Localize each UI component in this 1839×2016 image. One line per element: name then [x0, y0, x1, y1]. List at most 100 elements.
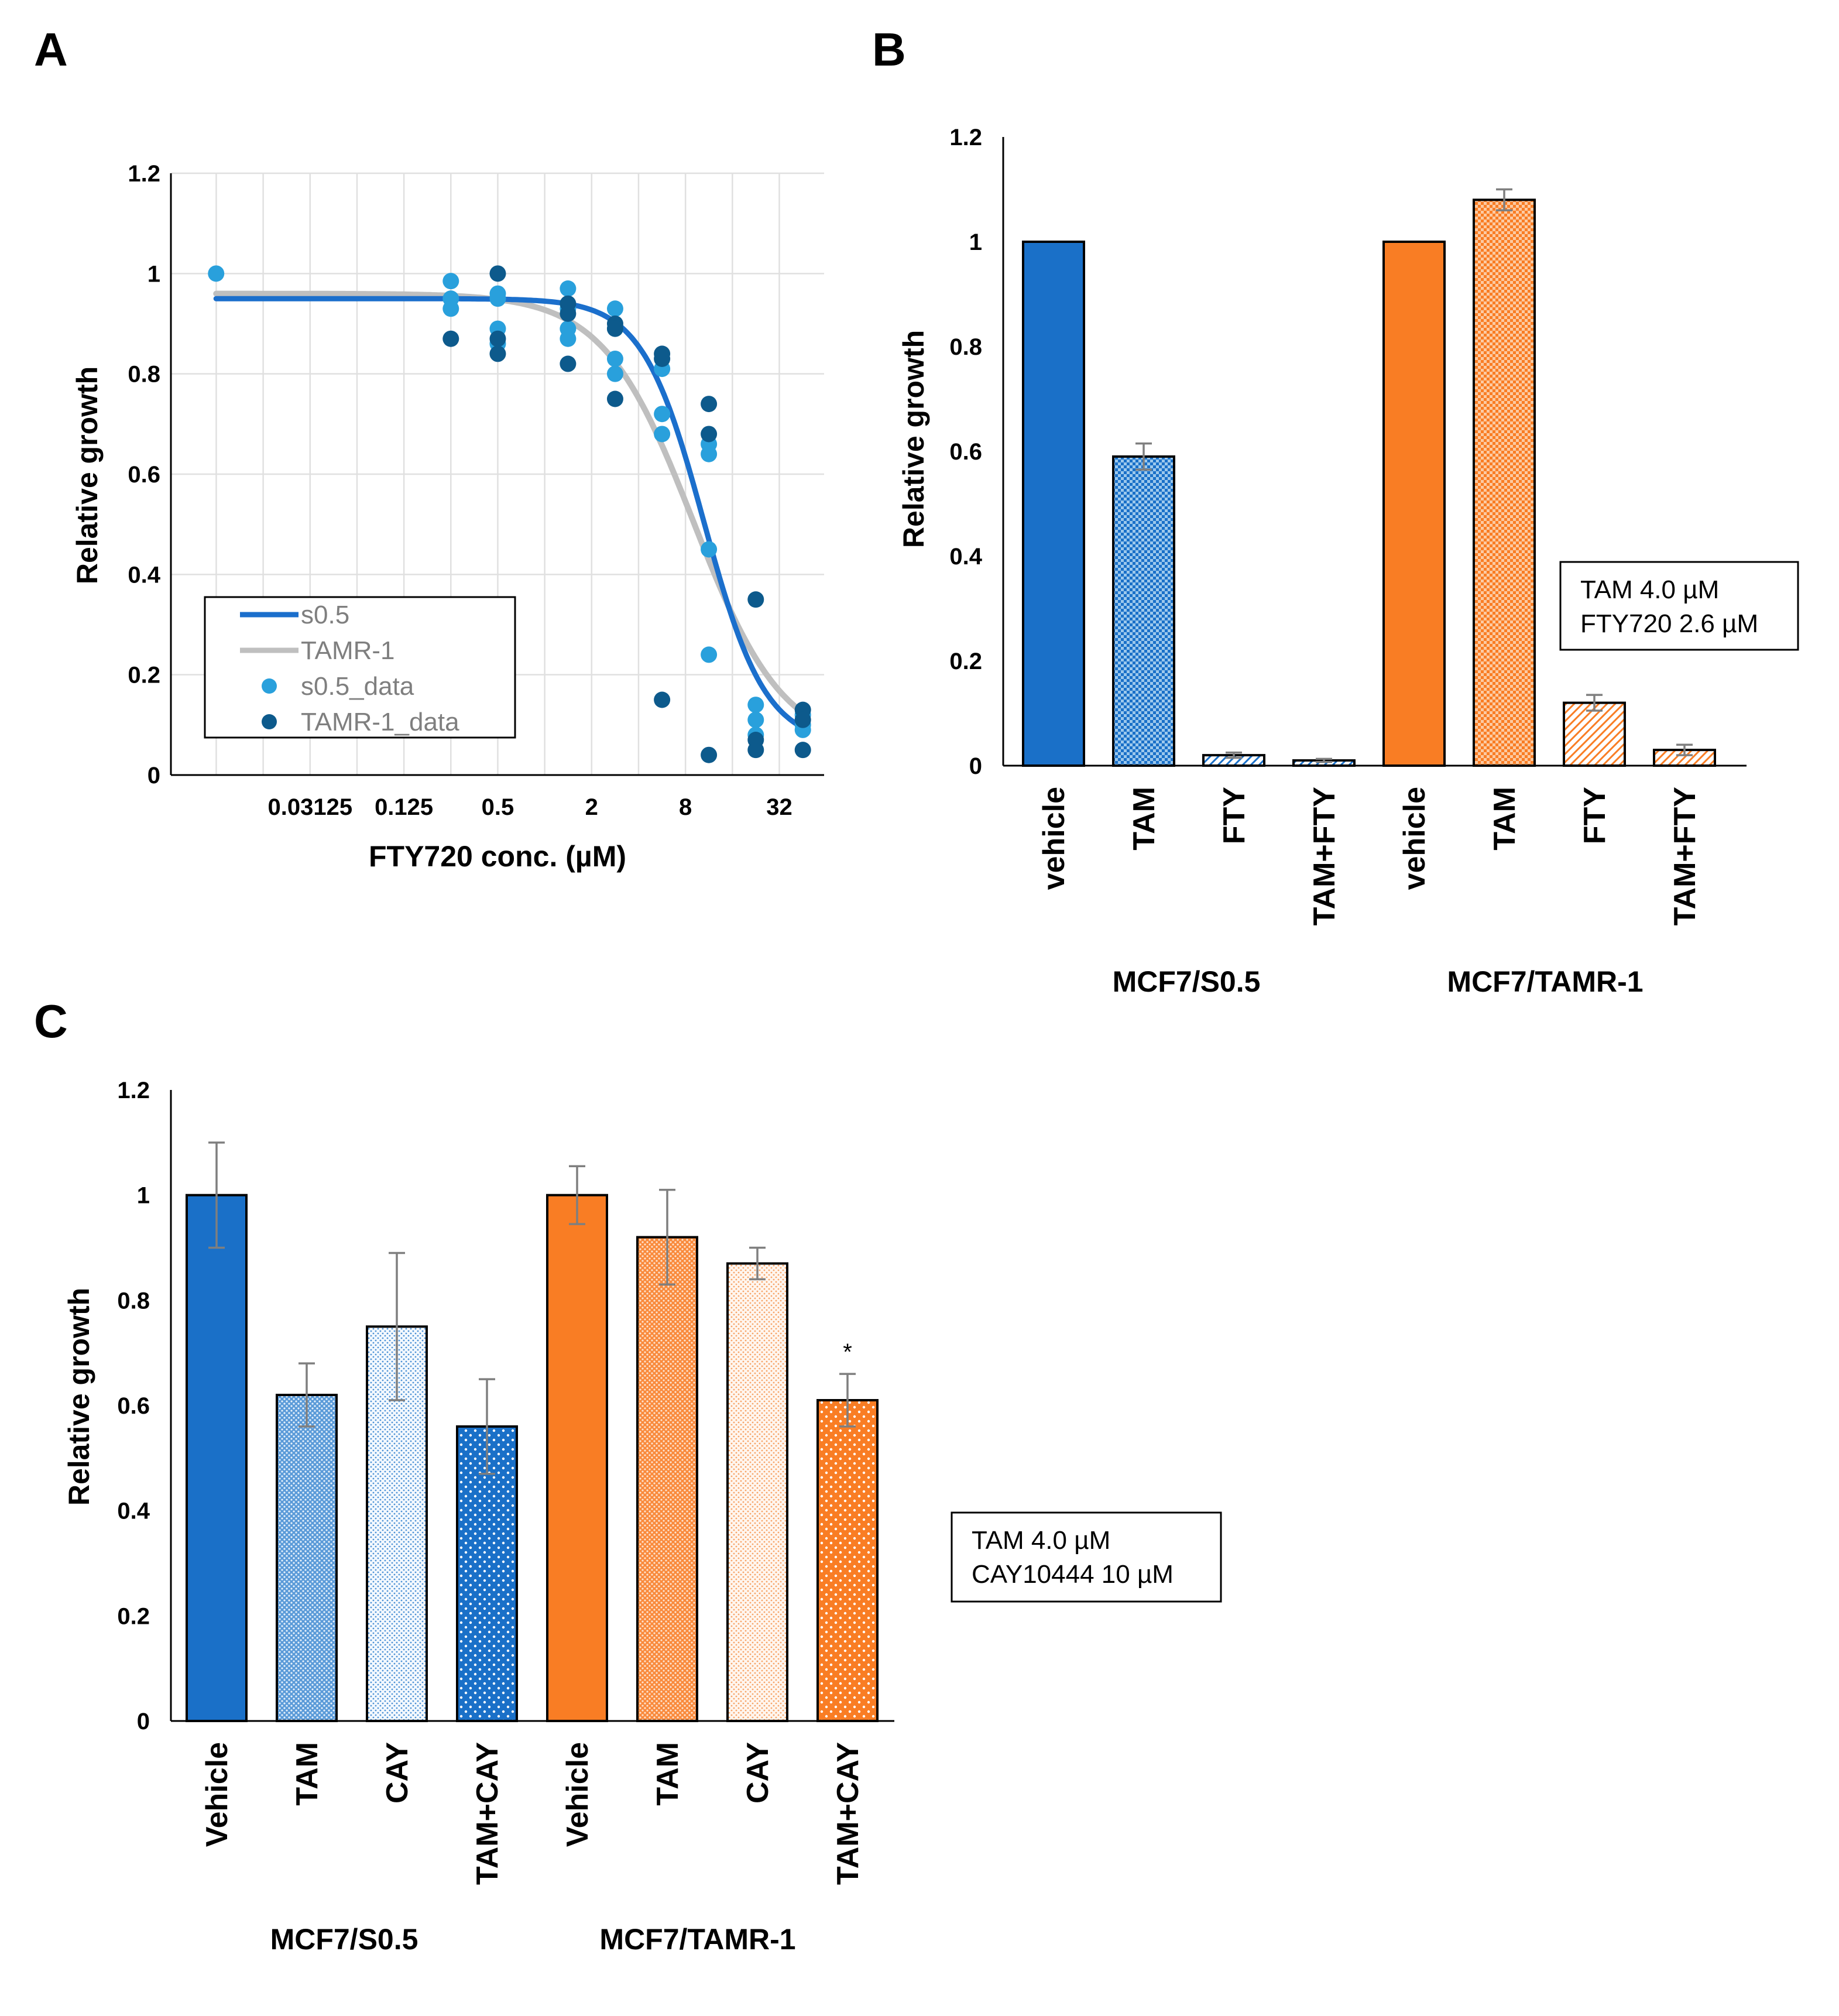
bar-tam-tamr: [1473, 198, 1536, 767]
panel-b-category-label: TAM+FTY: [1308, 787, 1341, 925]
panel-b-note-line-2: FTY720 2.6 µM: [1580, 609, 1758, 638]
panel-c-category-label: TAM: [290, 1742, 324, 1806]
panel-letter-a: A: [34, 23, 68, 76]
panel-b-y-tick: 1: [969, 229, 982, 255]
error-bar: [569, 1165, 585, 1225]
error-bar: [299, 1362, 315, 1428]
panel-c-bars: [186, 1194, 879, 1723]
panel-b-group-label-s05: MCF7/S0.5: [1113, 965, 1261, 998]
data-point-tamr: [654, 691, 671, 708]
panel-a-x-tick: 0.03125: [267, 794, 352, 820]
bar-tam-s05: [276, 1394, 338, 1723]
data-point-tamr: [701, 396, 718, 413]
panel-a-x-tick-labels: 0.03125 0.125 0.5 2 8 32: [267, 794, 792, 820]
panel-a-y-tick: 0.6: [128, 462, 160, 488]
data-point-tamr: [701, 426, 718, 443]
legend-label-s05: s0.5: [301, 601, 349, 629]
panel-b-bar-chart: 00.20.40.60.811.2 vehicle TAM FTY TAM+FTY ve…: [897, 125, 1799, 998]
panel-a-y-tick: 0.2: [128, 663, 160, 688]
data-point-tamr: [489, 265, 506, 282]
error-bar: [1586, 694, 1603, 712]
significance-marker: *: [843, 1339, 852, 1365]
panel-c-y-tick-labels: 0 0.2 0.4 0.6 0.8 1 1.2: [117, 1078, 150, 1734]
data-point-s05: [701, 646, 718, 663]
panel-b-note-line-1: TAM 4.0 µM: [1580, 575, 1719, 604]
panel-b-note-box: TAM 4.0 µM FTY720 2.6 µM: [1559, 561, 1799, 651]
bar-vehicle-s05: [186, 1194, 248, 1722]
data-point-tamr: [794, 711, 811, 728]
panel-a-y-tick: 0.8: [128, 362, 160, 388]
error-bar: [208, 1141, 225, 1249]
error-bar: [1226, 751, 1242, 759]
panel-a-y-tick: 0.4: [128, 562, 160, 588]
bar-vehicle-tamr: [1382, 241, 1446, 767]
bar-fty-tamr: [1563, 701, 1626, 767]
panel-c-category-label: TAM: [651, 1742, 685, 1806]
panel-b-y-tick: 0.8: [949, 334, 982, 360]
error-bar: [659, 1188, 675, 1286]
data-point-tamr: [560, 355, 577, 372]
error-bar: [479, 1378, 495, 1475]
panel-b-y-tick: 0: [969, 753, 982, 779]
error-bar: [1676, 743, 1693, 756]
panel-c-note-line-2: CAY10444 10 µM: [972, 1560, 1174, 1589]
legend-swatch-tamr-data: [262, 714, 277, 729]
data-point-s05: [701, 541, 718, 558]
panel-c-y-axis-title: Relative growth: [63, 1288, 95, 1506]
panel-b-y-tick-labels: 0 0.2 0.4 0.6 0.8 1 1.2: [949, 125, 982, 779]
data-point-tamr: [794, 742, 811, 759]
panel-a-y-tick: 0: [147, 763, 160, 788]
panel-c-y-tick: 0.4: [117, 1499, 150, 1524]
data-point-s05: [560, 280, 577, 297]
data-point-s05: [606, 350, 623, 367]
bar-tam-plus-cay-tamr: [816, 1399, 879, 1722]
legend-label-tamr-data: TAMR-1_data: [301, 708, 459, 736]
panel-a-y-tick: 1.2: [128, 161, 160, 187]
panel-c-category-label: CAY: [380, 1742, 414, 1804]
panel-b-bars: [1022, 198, 1716, 767]
panel-b-category-label: FTY: [1578, 787, 1612, 844]
panel-a-data-points: [208, 265, 811, 763]
bar-tam-plus-cay-s05: [456, 1425, 518, 1723]
error-bar: [1496, 188, 1512, 212]
data-point-tamr: [442, 330, 459, 347]
panel-b-category-label: vehicle: [1398, 787, 1432, 890]
data-point-tamr: [747, 742, 764, 759]
panel-b-y-tick: 0.4: [949, 544, 982, 570]
panel-c-category-label: Vehicle: [561, 1742, 595, 1847]
panel-b-category-label: vehicle: [1037, 787, 1071, 890]
data-point-tamr: [701, 746, 718, 763]
panel-c-note-frame: [951, 1511, 1222, 1603]
panel-b-y-tick: 1.2: [949, 125, 982, 150]
data-point-s05: [654, 406, 671, 423]
panel-b-y-axis-title: Relative growth: [897, 330, 930, 548]
panel-a-y-tick-labels: 0 0.2 0.4 0.6 0.8 1 1.2: [128, 161, 160, 788]
panel-b-category-label: FTY: [1217, 787, 1251, 844]
data-point-s05: [606, 300, 623, 317]
panel-c-note-box: TAM 4.0 µM CAY10444 10 µM: [951, 1511, 1222, 1603]
panel-a-x-tick: 0.125: [375, 794, 433, 820]
bar-tam-tamr: [636, 1236, 698, 1723]
bar-vehicle-s05: [1022, 241, 1085, 767]
panel-c-bar-chart: * 0 0.2 0.4 0.6 0.8 1 1.2 Vehicle TAM CAY TAM+CAY…: [63, 1078, 1222, 1956]
error-bar: [389, 1252, 405, 1401]
panel-c-category-label: Vehicle: [200, 1742, 234, 1847]
data-point-tamr: [747, 591, 764, 608]
data-point-s05: [442, 300, 459, 317]
data-point-tamr: [489, 330, 506, 347]
bar-cay-tamr: [726, 1262, 788, 1722]
data-point-tamr: [606, 390, 623, 407]
panel-c-category-labels: Vehicle TAM CAY TAM+CAY Vehicle TAM CAY TAM+CAY: [200, 1742, 865, 1885]
panel-c-note-line-1: TAM 4.0 µM: [972, 1526, 1110, 1555]
panel-b-category-label: TAM+FTY: [1668, 787, 1702, 925]
data-point-tamr: [654, 350, 671, 367]
panel-letter-b: B: [872, 23, 906, 76]
data-point-tamr: [606, 320, 623, 337]
panel-a-dose-response-chart: 0 0.2 0.4 0.6 0.8 1 1.2 0.03125 0.125 0.5 2 8 32 Re…: [71, 161, 824, 873]
panel-c-y-tick: 0.6: [117, 1393, 150, 1419]
panel-c-category-label: TAM+CAY: [471, 1742, 505, 1885]
panel-b-note-frame: [1559, 561, 1799, 651]
data-point-tamr: [560, 305, 577, 322]
panel-b-category-label: TAM: [1488, 787, 1522, 851]
